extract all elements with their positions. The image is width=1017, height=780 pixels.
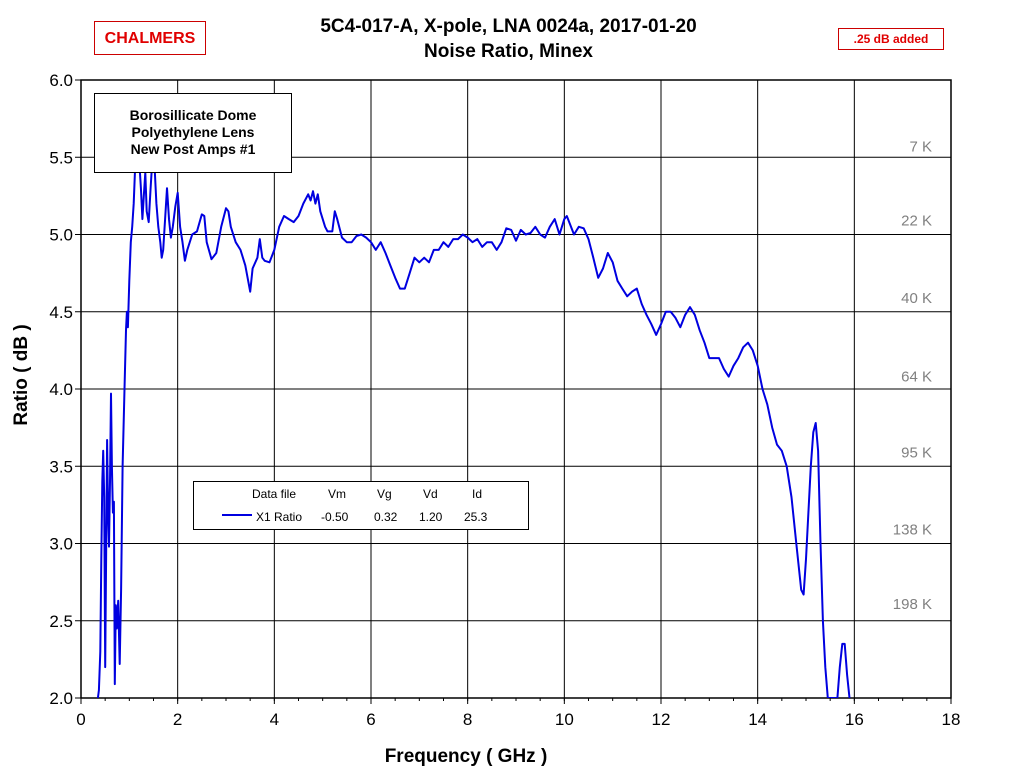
legend: Data file Vm Vg Vd Id X1 Ratio -0.50 0.3… (193, 481, 529, 530)
legend-vd-value: 1.20 (419, 510, 443, 524)
legend-id-value: 25.3 (464, 510, 488, 524)
config-line-3: New Post Amps #1 (130, 141, 256, 157)
y-tick-label: 6.0 (49, 71, 73, 90)
temperature-label: 95 K (901, 444, 932, 461)
x-tick-label: 14 (748, 710, 767, 729)
y-tick-label: 3.0 (49, 535, 73, 554)
y-axis-label: Ratio ( dB ) (11, 324, 32, 425)
legend-header-vm: Vm (328, 487, 346, 501)
x-tick-label: 8 (463, 710, 472, 729)
temperature-labels: 7 K 22 K 40 K 64 K 95 K 138 K 198 K (893, 138, 932, 612)
y-tick-label: 5.0 (49, 226, 73, 245)
temperature-label: 138 K (893, 522, 932, 539)
config-line-2: Polyethylene Lens (131, 124, 255, 140)
temperature-label: 64 K (901, 369, 932, 386)
temperature-label: 7 K (909, 138, 932, 155)
y-tick-label: 3.5 (49, 457, 73, 476)
legend-header-vg: Vg (377, 487, 392, 501)
y-tick-label: 4.5 (49, 303, 73, 322)
axis-ticks: 0 2 4 6 8 10 12 14 16 18 2.0 2.5 3.0 3.5 4.0 4.5 5.0 5.5 6… (49, 71, 960, 729)
x-tick-label: 6 (366, 710, 375, 729)
series-line-x1-ratio (96, 137, 851, 698)
x-tick-label: 18 (942, 710, 961, 729)
legend-vm-value: -0.50 (321, 510, 349, 524)
legend-series-name: X1 Ratio (256, 510, 303, 524)
y-tick-label: 2.5 (49, 612, 73, 631)
chart-subtitle: Noise Ratio, Minex (424, 41, 593, 62)
x-axis-label: Frequency ( GHz ) (385, 746, 548, 767)
x-tick-label: 2 (173, 710, 182, 729)
y-tick-label: 5.5 (49, 148, 73, 167)
y-tick-label: 4.0 (49, 380, 73, 399)
x-tick-label: 12 (652, 710, 671, 729)
chart-title: 5C4-017-A, X-pole, LNA 0024a, 2017-01-20 (320, 16, 697, 37)
offset-note: .25 dB added (838, 28, 944, 50)
series-layer (96, 137, 851, 698)
configuration-box: Borosillicate Dome Polyethylene Lens New… (94, 93, 292, 173)
legend-header-datafile: Data file (252, 487, 297, 501)
axis-labels: Frequency ( GHz ) Ratio ( dB ) (11, 324, 547, 767)
x-tick-label: 0 (76, 710, 85, 729)
x-tick-label: 4 (270, 710, 279, 729)
legend-line-swatch (222, 514, 252, 516)
x-tick-label: 16 (845, 710, 864, 729)
chalmers-logo: CHALMERS (94, 21, 206, 55)
temperature-label: 40 K (901, 290, 932, 307)
temperature-label: 22 K (901, 213, 932, 230)
temperature-label: 198 K (893, 596, 932, 613)
legend-header-vd: Vd (423, 487, 438, 501)
legend-vg-value: 0.32 (374, 510, 398, 524)
x-tick-label: 10 (555, 710, 574, 729)
y-tick-label: 2.0 (49, 689, 73, 708)
config-line-1: Borosillicate Dome (129, 107, 257, 123)
legend-header-id: Id (472, 487, 483, 501)
